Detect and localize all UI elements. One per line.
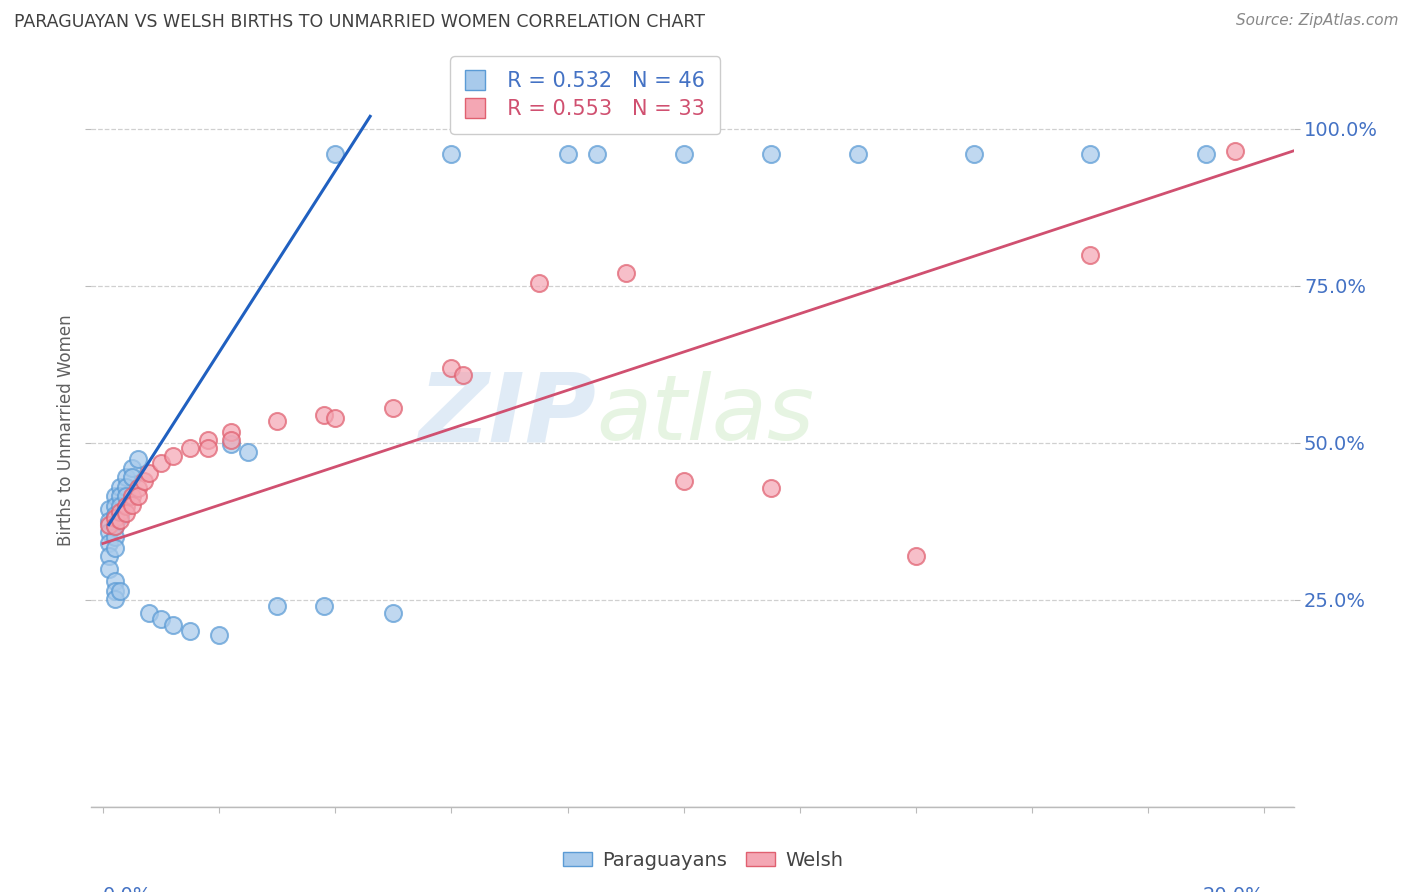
Point — [132, 474, 155, 488]
Point — [110, 489, 132, 503]
Point — [150, 612, 173, 626]
Point — [110, 512, 132, 526]
Point — [97, 561, 120, 575]
Point — [97, 525, 120, 540]
Point — [527, 276, 550, 290]
Point — [115, 489, 138, 503]
Point — [104, 519, 127, 533]
Point — [1195, 147, 1218, 161]
Point — [138, 466, 160, 480]
Point — [179, 441, 201, 455]
Point — [110, 499, 132, 513]
Point — [104, 541, 127, 556]
Point — [179, 624, 201, 639]
Point — [238, 445, 260, 459]
Point — [104, 530, 127, 544]
Point — [127, 451, 149, 466]
Point — [1078, 247, 1101, 261]
Text: ZIP: ZIP — [419, 368, 596, 462]
Point — [115, 470, 138, 484]
Point — [121, 470, 143, 484]
Text: Source: ZipAtlas.com: Source: ZipAtlas.com — [1236, 13, 1399, 29]
Point — [97, 515, 120, 529]
Point — [121, 489, 143, 503]
Point — [97, 502, 120, 516]
Point — [104, 583, 127, 598]
Point — [219, 433, 242, 447]
Text: PARAGUAYAN VS WELSH BIRTHS TO UNMARRIED WOMEN CORRELATION CHART: PARAGUAYAN VS WELSH BIRTHS TO UNMARRIED … — [14, 13, 704, 31]
Point — [197, 433, 219, 447]
Point — [127, 489, 149, 503]
Point — [557, 147, 579, 161]
Point — [121, 461, 143, 475]
Point — [121, 498, 143, 512]
Point — [104, 591, 127, 606]
Point — [614, 266, 637, 280]
Point — [208, 627, 231, 641]
Point — [110, 505, 132, 519]
Point — [219, 437, 242, 451]
Point — [672, 474, 695, 488]
Point — [323, 147, 346, 161]
Point — [219, 425, 242, 439]
Point — [127, 481, 149, 495]
Point — [104, 574, 127, 589]
Point — [162, 449, 184, 463]
Point — [115, 480, 138, 494]
Point — [905, 549, 928, 563]
Point — [846, 147, 869, 161]
Point — [197, 441, 219, 455]
Text: atlas: atlas — [596, 371, 814, 459]
Point — [266, 414, 288, 428]
Point — [672, 147, 695, 161]
Point — [759, 147, 782, 161]
Text: 20.0%: 20.0% — [1202, 887, 1264, 892]
Point — [585, 147, 607, 161]
Point — [138, 606, 160, 620]
Legend:   R = 0.532   N = 46,   R = 0.553   N = 33: R = 0.532 N = 46, R = 0.553 N = 33 — [450, 56, 720, 134]
Point — [162, 618, 184, 632]
Point — [382, 401, 405, 416]
Point — [104, 511, 127, 525]
Point — [266, 599, 288, 614]
Point — [110, 480, 132, 494]
Point — [97, 517, 120, 532]
Point — [312, 408, 335, 422]
Point — [963, 147, 986, 161]
Point — [115, 506, 138, 520]
Point — [110, 509, 132, 524]
Point — [1225, 144, 1247, 158]
Point — [97, 549, 120, 563]
Y-axis label: Births to Unmarried Women: Births to Unmarried Women — [56, 315, 75, 546]
Point — [323, 410, 346, 425]
Point — [150, 456, 173, 470]
Point — [382, 606, 405, 620]
Point — [440, 147, 463, 161]
Point — [104, 519, 127, 533]
Text: 0.0%: 0.0% — [103, 887, 152, 892]
Point — [312, 599, 335, 614]
Point — [1078, 147, 1101, 161]
Point — [759, 481, 782, 495]
Point — [110, 583, 132, 598]
Point — [97, 536, 120, 550]
Legend: Paraguayans, Welsh: Paraguayans, Welsh — [555, 843, 851, 878]
Point — [451, 368, 474, 383]
Point — [104, 489, 127, 503]
Point — [104, 499, 127, 513]
Point — [104, 508, 127, 523]
Point — [115, 499, 138, 513]
Point — [440, 360, 463, 375]
